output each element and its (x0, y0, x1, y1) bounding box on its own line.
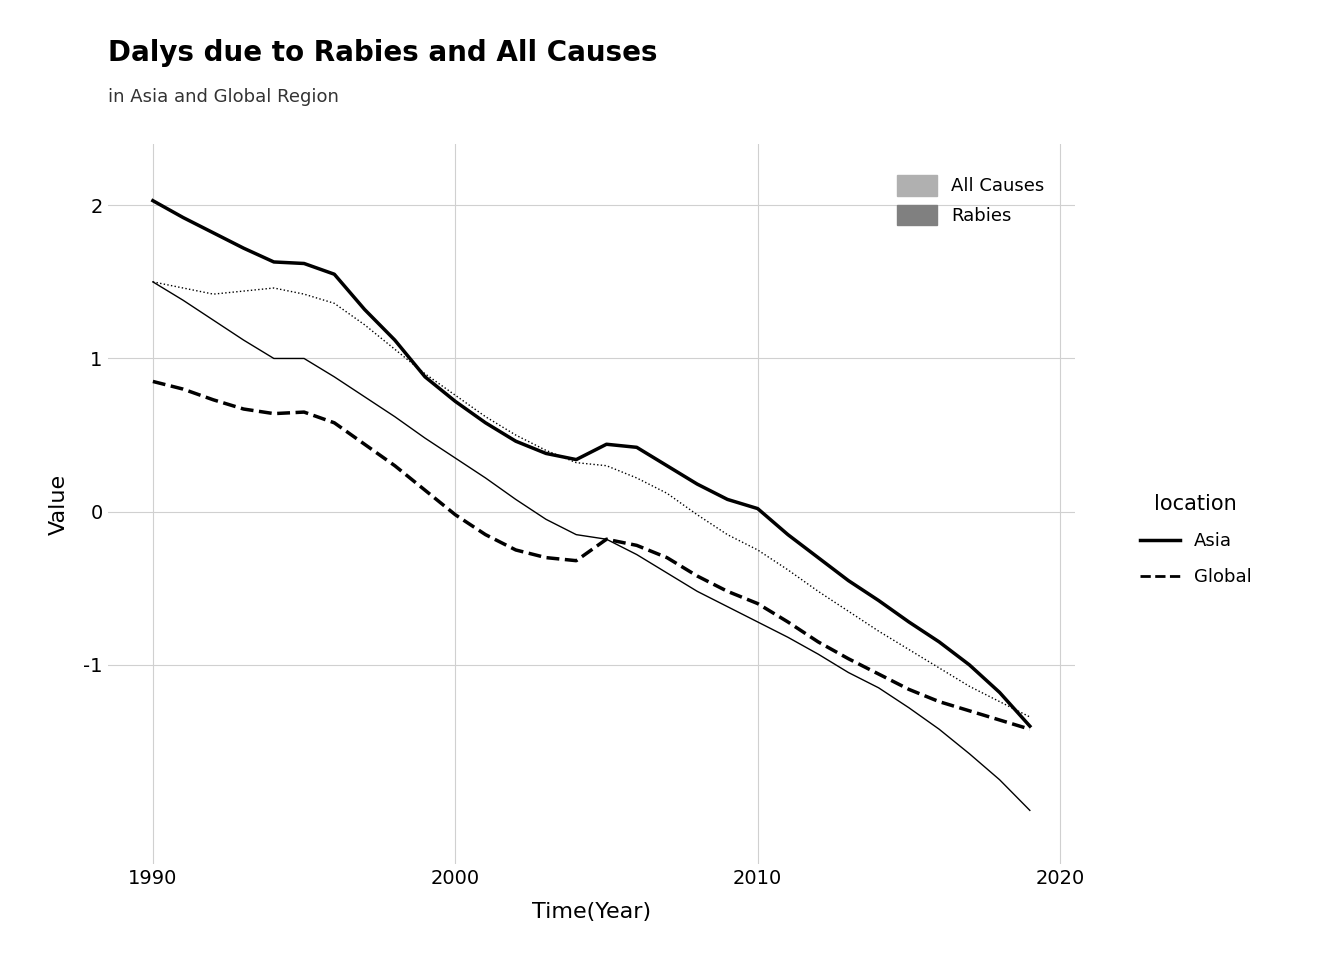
Text: in Asia and Global Region: in Asia and Global Region (108, 87, 339, 106)
Legend: Asia, Global: Asia, Global (1133, 487, 1259, 593)
X-axis label: Time(Year): Time(Year) (532, 901, 650, 922)
Text: Dalys due to Rabies and All Causes: Dalys due to Rabies and All Causes (108, 39, 657, 67)
Y-axis label: Value: Value (50, 473, 70, 535)
